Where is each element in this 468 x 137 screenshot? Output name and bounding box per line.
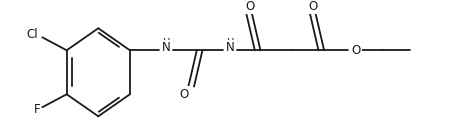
Text: H: H (227, 38, 234, 48)
Text: Cl: Cl (26, 28, 38, 41)
Text: O: O (351, 44, 360, 57)
Text: N: N (162, 41, 171, 54)
Text: O: O (179, 88, 188, 101)
Text: H: H (163, 38, 170, 48)
Text: F: F (33, 103, 40, 116)
Text: O: O (309, 0, 318, 13)
Text: O: O (245, 0, 254, 13)
Text: N: N (226, 41, 235, 54)
